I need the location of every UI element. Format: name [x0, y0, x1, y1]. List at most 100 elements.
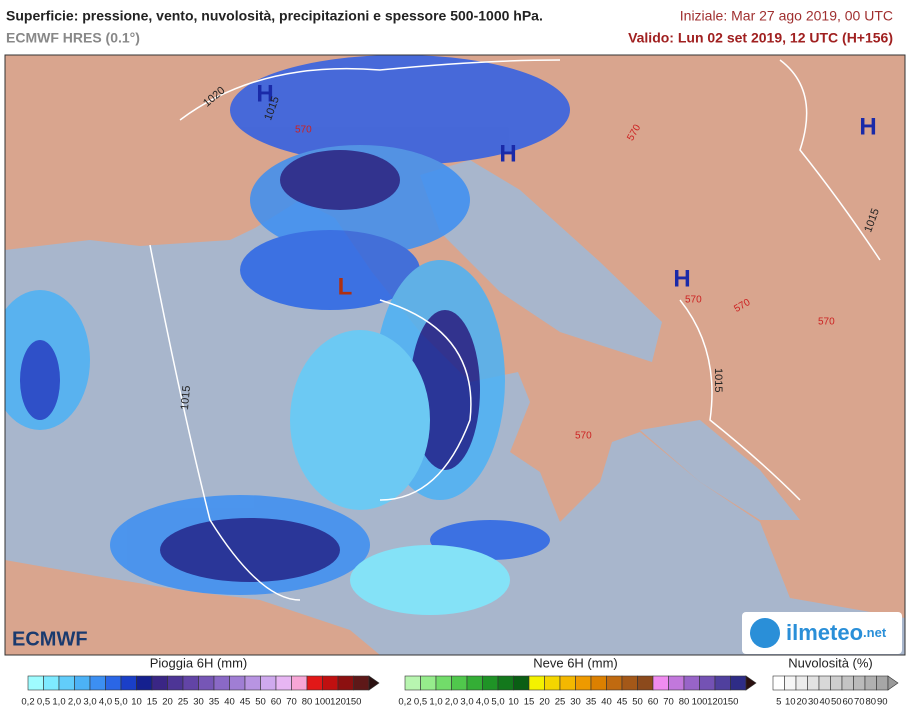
legend-swatch — [229, 675, 246, 691]
legend-label: 70 — [854, 697, 865, 708]
legend-swatch — [435, 675, 452, 691]
legend-swatch — [637, 675, 654, 691]
legend-swatch — [43, 675, 60, 691]
legend-swatch — [528, 675, 545, 691]
legends: Pioggia 6H (mm)0,2 0,5 1,0 2,0 3,0 4,0 5,0 10 15… — [21, 655, 899, 708]
legend-label: 10 — [508, 697, 519, 708]
legend-swatch — [451, 675, 468, 691]
legend-label: 1,0 — [429, 697, 442, 708]
legend-title: Nuvolosità (%) — [788, 655, 873, 670]
thickness-label: 570 — [295, 125, 312, 136]
title: Superficie: pressione, vento, nuvolosità… — [6, 8, 543, 24]
legend-swatch — [652, 675, 669, 691]
thickness-label: 570 — [575, 431, 592, 442]
legend-label: 15 — [147, 697, 158, 708]
legend-label: 4,0 — [476, 697, 489, 708]
legend-swatch — [575, 675, 592, 691]
ionian — [640, 420, 800, 520]
legend-label: 3,0 — [83, 697, 96, 708]
legend-label: 0,2 — [21, 697, 34, 708]
legend-swatch — [27, 675, 44, 691]
legend-label: 30 — [808, 697, 819, 708]
legend-swatch — [795, 675, 808, 691]
valid-time: Valido: Lun 02 set 2019, 12 UTC (H+156) — [628, 30, 893, 46]
legend-swatch — [818, 675, 831, 691]
ilmeteo-icon — [750, 618, 780, 648]
legend-swatch — [621, 675, 638, 691]
precipitation — [5, 55, 570, 615]
isobar-label: 1015 — [179, 385, 193, 410]
high-pressure: H — [256, 80, 273, 107]
thickness-label: 570 — [685, 295, 702, 306]
legend-title: Pioggia 6H (mm) — [150, 655, 248, 670]
legend-label: 70 — [286, 697, 297, 708]
legend-label: 60 — [842, 697, 853, 708]
legend-label: 0,2 — [398, 697, 411, 708]
legend-swatch — [864, 675, 877, 691]
high-pressure: H — [499, 140, 516, 167]
legend-swatch — [466, 675, 483, 691]
legend-label: 5 — [776, 697, 781, 708]
legend-label: 5,0 — [491, 697, 504, 708]
legend-label: 2,0 — [445, 697, 458, 708]
legend-swatch — [260, 675, 277, 691]
legend-label: 90 — [877, 697, 888, 708]
legend-swatch — [198, 675, 215, 691]
legend-swatch — [830, 675, 843, 691]
legend-label: 40 — [224, 697, 235, 708]
legend-swatch — [337, 675, 354, 691]
legend-label: 45 — [240, 697, 251, 708]
ecmwf-logo: ECMWF — [12, 628, 88, 650]
legend-label: 0,5 — [414, 697, 427, 708]
ilmeteo-logo-box — [742, 612, 902, 654]
legend-label: 80 — [679, 697, 690, 708]
legend-label: 15 — [524, 697, 535, 708]
legend-swatch — [559, 675, 576, 691]
legend-label: 25 — [555, 697, 566, 708]
thickness-label: 570 — [818, 317, 835, 328]
low-pressure: L — [338, 273, 353, 300]
legend-label: 150 — [723, 697, 739, 708]
legend-label: 70 — [663, 697, 674, 708]
model: ECMWF HRES (0.1°) — [6, 30, 140, 46]
ilmeteo-logo: ilmeteo.net — [786, 620, 887, 645]
legend-label: 25 — [178, 697, 189, 708]
legend-label: 35 — [586, 697, 597, 708]
legend-swatch — [668, 675, 685, 691]
legend-swatch — [513, 675, 530, 691]
legend-label: 4,0 — [99, 697, 112, 708]
legend-label: 10 — [131, 697, 142, 708]
legend-swatch — [772, 675, 785, 691]
legend-swatch — [167, 675, 184, 691]
legend-swatch — [714, 675, 731, 691]
legend-arrow — [745, 675, 757, 691]
legend-label: 100 — [315, 697, 331, 708]
legend-swatch — [136, 675, 153, 691]
legend-label: 50 — [255, 697, 266, 708]
ilmeteo-suffix: .net — [863, 625, 887, 640]
legend-label: 0,5 — [37, 697, 50, 708]
isobar-label: 1015 — [712, 368, 724, 392]
ilmeteo-text: ilmeteo — [786, 620, 863, 645]
adriatic — [420, 160, 662, 362]
legend-label: 5,0 — [114, 697, 127, 708]
legend-label: 30 — [570, 697, 581, 708]
legend-label: 3,0 — [460, 697, 473, 708]
legend-label: 60 — [271, 697, 282, 708]
legend-label: 30 — [193, 697, 204, 708]
legend-label: 20 — [539, 697, 550, 708]
legend-swatch — [784, 675, 797, 691]
legend-label: 100 — [692, 697, 708, 708]
legend-label: 120 — [330, 697, 346, 708]
legend-swatch — [244, 675, 261, 691]
legend-arrow — [887, 675, 899, 691]
legend-swatch — [105, 675, 122, 691]
legend-swatch — [544, 675, 561, 691]
legend-label: 1,0 — [52, 697, 65, 708]
legend-swatch — [841, 675, 854, 691]
isobar-lines — [149, 59, 881, 601]
high-pressure: H — [673, 265, 690, 292]
legend-swatch — [683, 675, 700, 691]
legend-swatch — [306, 675, 323, 691]
